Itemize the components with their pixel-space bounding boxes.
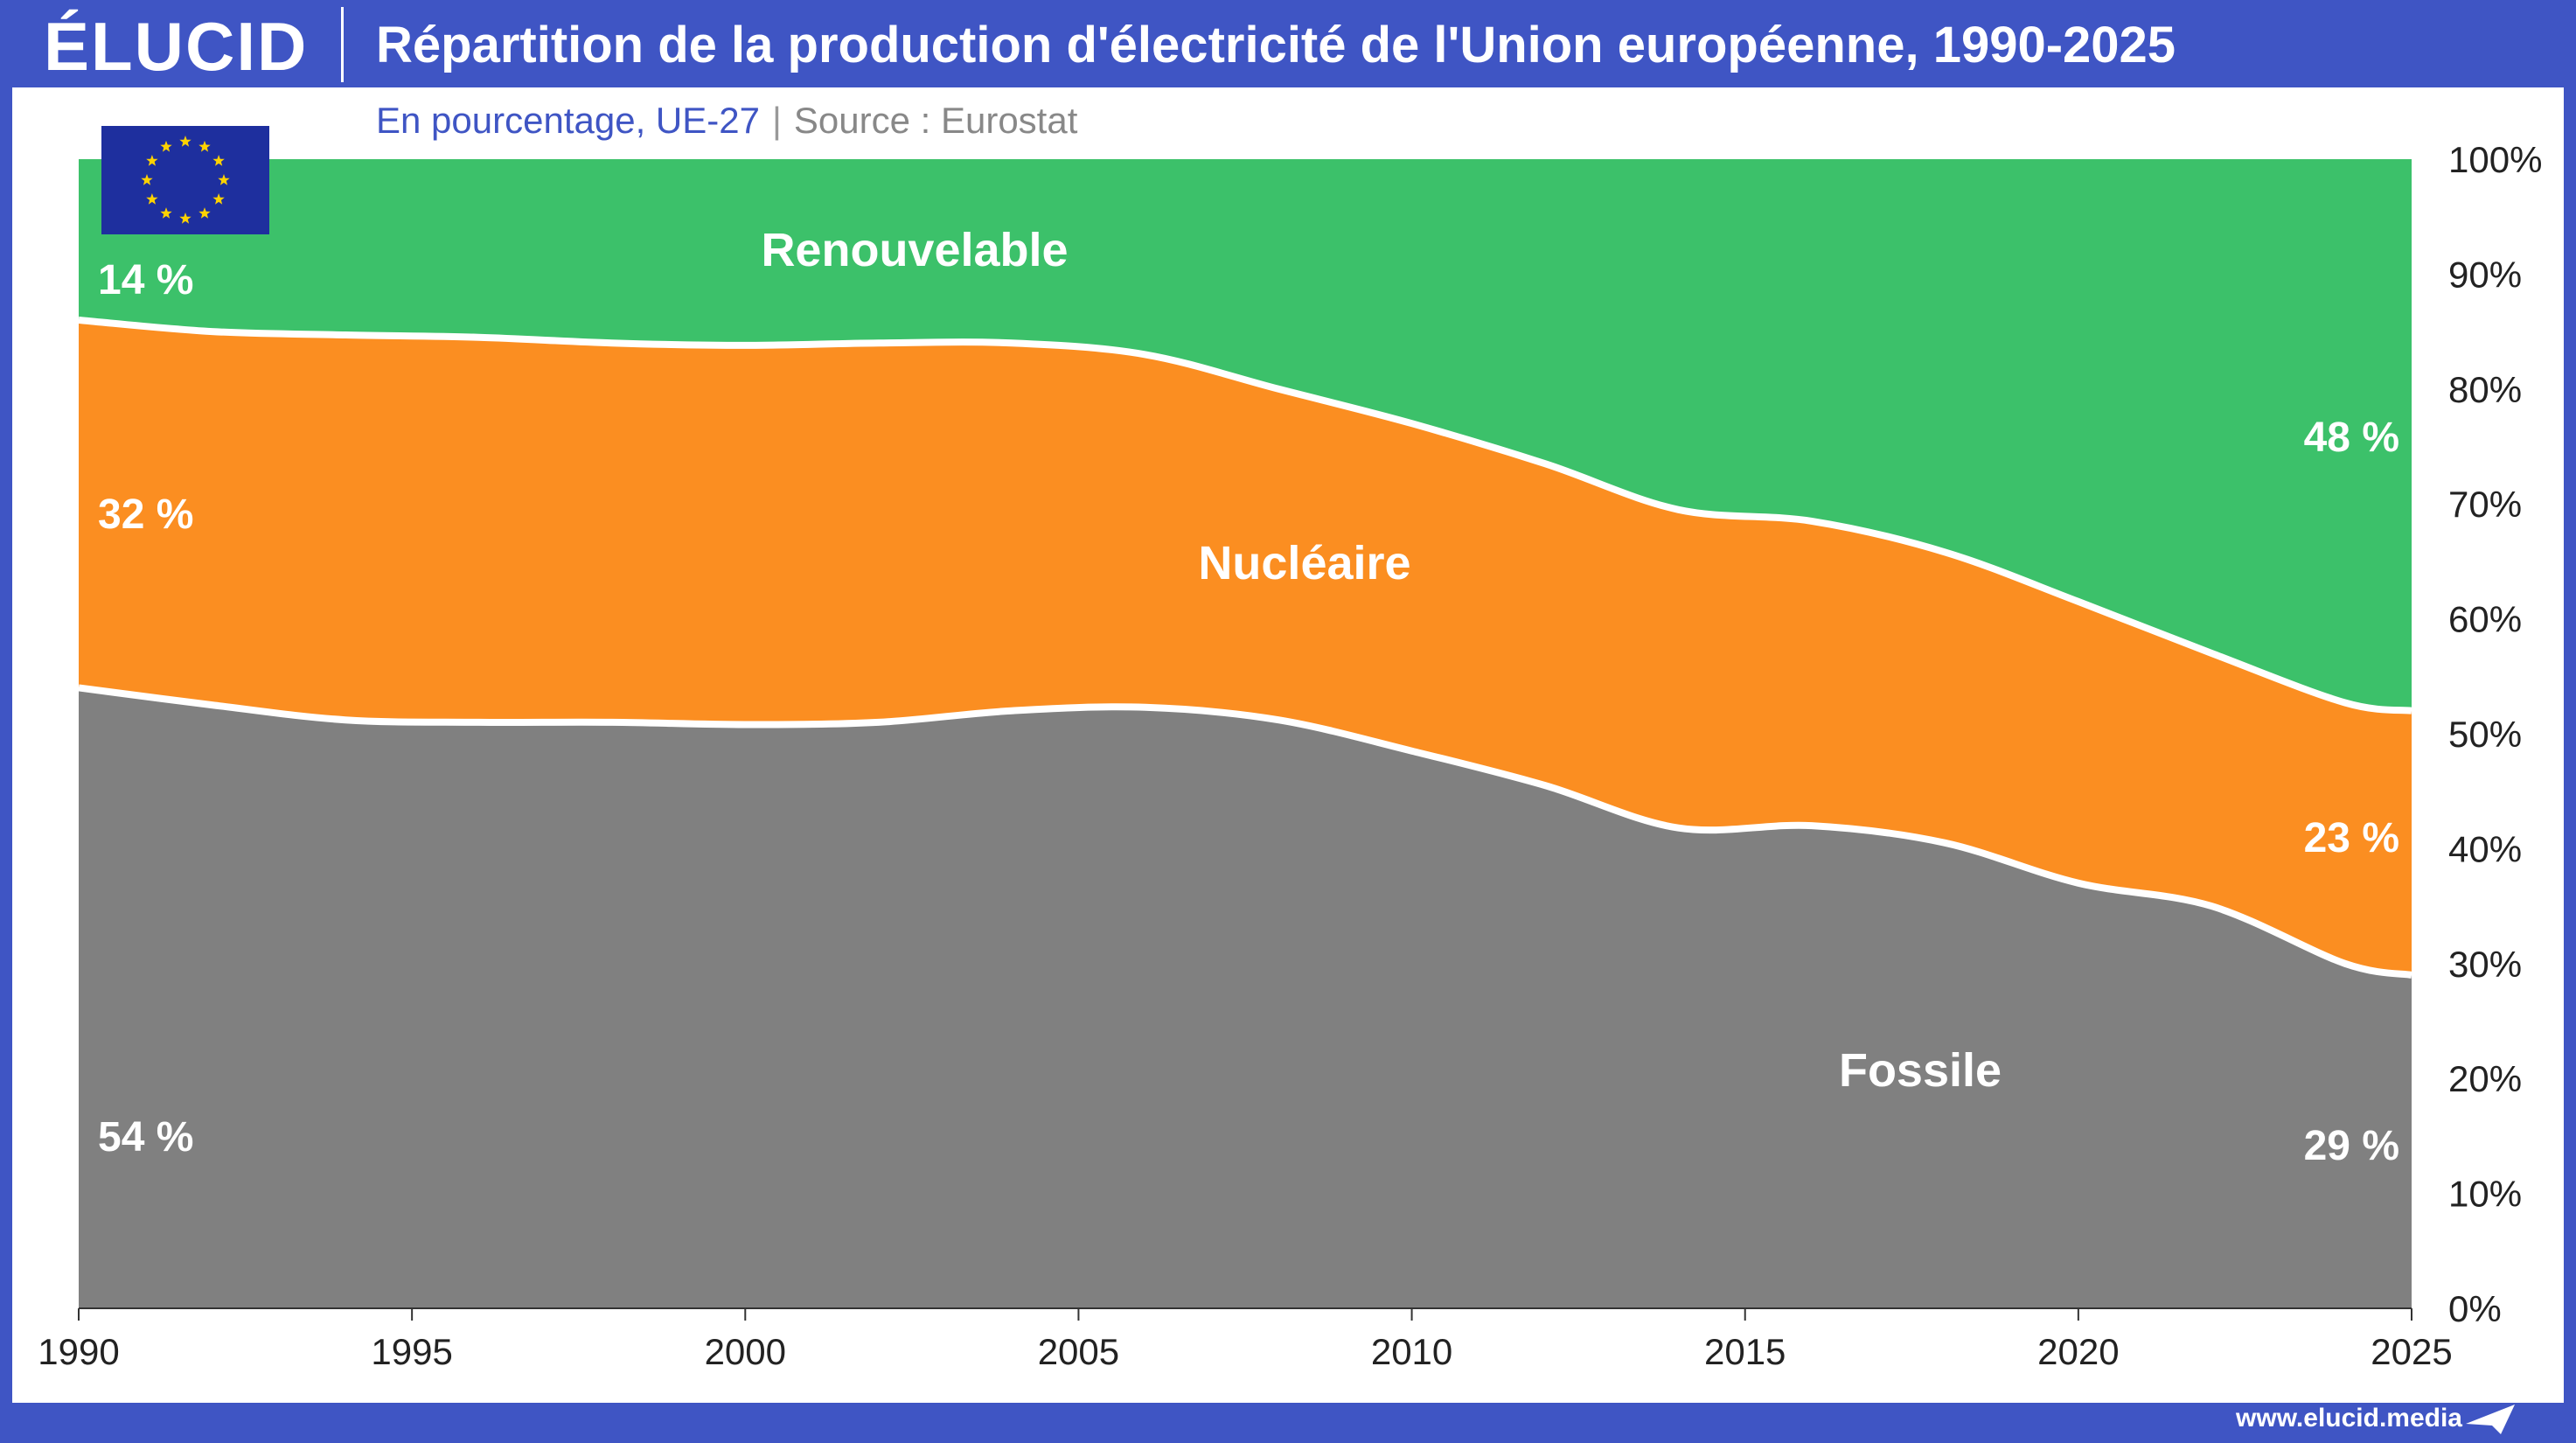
eu-star-icon — [212, 155, 225, 166]
end-value-label: 29 % — [2304, 1123, 2399, 1169]
subtitle-source: Source : Eurostat — [793, 100, 1078, 141]
start-value-label: 32 % — [98, 491, 193, 538]
eu-flag-icon — [101, 126, 269, 234]
eu-star-icon — [179, 213, 191, 224]
eu-star-icon — [198, 140, 211, 152]
y-tick-label: 70% — [2448, 484, 2522, 525]
eu-star-icon — [146, 193, 158, 205]
x-tick-label: 2020 — [2037, 1331, 2119, 1372]
series-label-nucleaire: Nucléaire — [1198, 537, 1410, 589]
end-value-label: 48 % — [2304, 415, 2399, 461]
eu-star-icon — [179, 136, 191, 147]
series-label-renouvelable: Renouvelable — [761, 224, 1068, 276]
footer-url[interactable]: www.elucid.media — [2236, 1404, 2462, 1433]
header-divider — [341, 7, 344, 82]
eu-star-icon — [218, 174, 230, 185]
x-tick-label: 2000 — [705, 1331, 786, 1372]
x-tick-label: 1990 — [38, 1331, 119, 1372]
end-value-label: 23 % — [2304, 815, 2399, 861]
start-value-label: 14 % — [98, 257, 193, 303]
y-tick-label: 20% — [2448, 1058, 2522, 1099]
y-tick-label: 100% — [2448, 139, 2542, 180]
area-nucleaire — [79, 319, 2412, 975]
eu-star-icon — [160, 140, 172, 152]
elucid-logo[interactable]: ÉLUCID — [44, 8, 309, 85]
y-tick-label: 10% — [2448, 1174, 2522, 1215]
y-tick-label: 0% — [2448, 1288, 2502, 1329]
eu-star-icon — [141, 174, 153, 185]
x-tick-label: 2010 — [1371, 1331, 1452, 1372]
boundary-line — [78, 316, 2412, 715]
eu-star-icon — [198, 207, 211, 219]
area-fossile — [79, 687, 2412, 1308]
chart-subtitle: En pourcentage, UE-27 | Source : Eurostat — [376, 94, 1077, 147]
y-tick-label: 80% — [2448, 369, 2522, 410]
x-tick-label: 2025 — [2371, 1331, 2452, 1372]
x-tick-label: 2005 — [1038, 1331, 1119, 1372]
chart-title: Répartition de la production d'électrici… — [376, 17, 2176, 73]
area-renouvelable — [79, 159, 2412, 711]
subtitle-main: En pourcentage, UE-27 — [376, 100, 760, 141]
x-tick-label: 2015 — [1704, 1331, 1786, 1372]
header-bar: ÉLUCID Répartition de la production d'él… — [0, 0, 2576, 87]
x-tick-label: 1995 — [371, 1331, 452, 1372]
boundary-line — [78, 684, 2412, 979]
paper-plane-icon — [2466, 1405, 2515, 1434]
y-tick-label: 40% — [2448, 828, 2522, 869]
eu-star-icon — [212, 193, 225, 205]
y-tick-label: 90% — [2448, 254, 2522, 295]
start-value-label: 54 % — [98, 1114, 193, 1161]
y-tick-label: 60% — [2448, 599, 2522, 640]
eu-star-icon — [160, 207, 172, 219]
eu-star-icon — [146, 155, 158, 166]
y-tick-label: 30% — [2448, 944, 2522, 985]
y-tick-label: 50% — [2448, 714, 2522, 755]
series-label-fossile: Fossile — [1839, 1044, 2002, 1097]
subtitle-separator: | — [771, 100, 782, 141]
